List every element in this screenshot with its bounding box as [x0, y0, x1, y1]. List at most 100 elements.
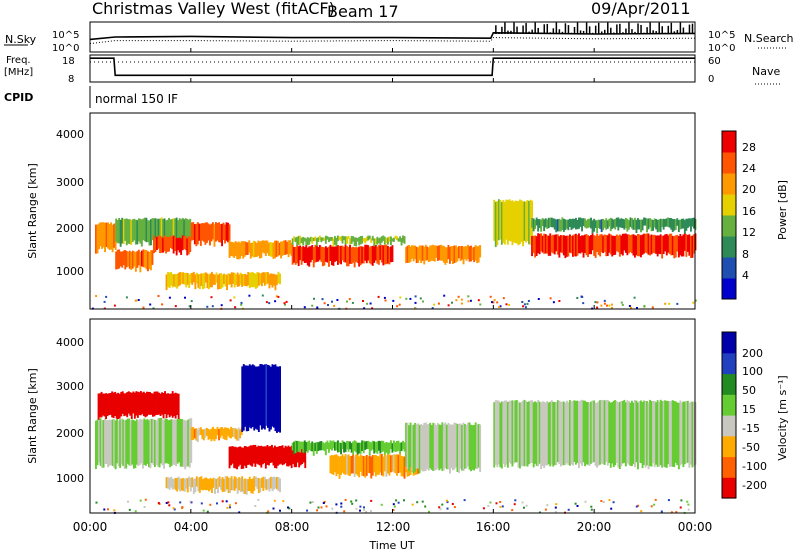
- heatmap-cell: [215, 222, 217, 242]
- heatmap-cell: [177, 220, 180, 246]
- heatmap-cell: [228, 240, 231, 258]
- heatmap-speck: [610, 507, 613, 510]
- heatmap-cell: [163, 218, 166, 245]
- heatmap-cell: [308, 440, 311, 451]
- heatmap-cell: [178, 218, 181, 245]
- heatmap-cell: [257, 478, 260, 494]
- heatmap-cell: [268, 446, 270, 466]
- heatmap-cell: [117, 392, 120, 419]
- heatmap-cell: [186, 478, 189, 493]
- heatmap-cell: [277, 366, 280, 432]
- heatmap-speck: [392, 299, 395, 302]
- heatmap-speck: [309, 501, 312, 504]
- heatmap-cell: [196, 222, 199, 245]
- heatmap-cell: [180, 478, 183, 491]
- heatmap-cell: [380, 236, 383, 243]
- heatmap-cell: [156, 236, 158, 250]
- nave-label: Nave: [752, 65, 780, 78]
- heatmap-cell: [255, 243, 258, 257]
- heatmap-cell: [452, 424, 454, 471]
- heatmap-cell: [391, 454, 394, 472]
- heatmap-cell: [218, 222, 220, 243]
- heatmap-speck: [105, 295, 108, 298]
- heatmap-cell: [167, 420, 170, 464]
- heatmap-cell: [377, 440, 380, 451]
- heatmap-cell: [130, 251, 133, 270]
- heatmap-cell: [135, 419, 138, 465]
- heatmap-cell: [334, 442, 336, 451]
- heatmap-cell: [311, 441, 314, 452]
- heatmap-cell: [438, 424, 441, 471]
- heatmap-cell: [641, 401, 644, 469]
- heatmap-cell: [649, 235, 651, 256]
- heatmap-cell: [146, 419, 149, 464]
- heatmap-cell: [623, 399, 626, 463]
- heatmap-cell: [599, 400, 602, 465]
- heatmap-cell: [605, 218, 608, 230]
- heatmap-cell: [221, 427, 223, 436]
- heatmap-cell: [402, 235, 404, 243]
- heatmap-speck: [460, 298, 463, 301]
- heatmap-cell: [631, 400, 633, 467]
- heatmap-cell: [231, 242, 234, 257]
- heatmap-cell: [157, 235, 160, 249]
- heatmap-cell: [365, 244, 368, 264]
- heatmap-speck: [323, 500, 326, 503]
- heatmap-cell: [269, 446, 272, 463]
- power-ytick-4000: 4000: [56, 128, 84, 141]
- heatmap-cell: [134, 252, 137, 272]
- heatmap-cell: [424, 244, 427, 261]
- heatmap-speck: [637, 504, 640, 507]
- heatmap-cell: [102, 393, 104, 416]
- heatmap-cell: [680, 236, 683, 257]
- heatmap-speck: [489, 501, 492, 504]
- heatmap-speck: [640, 510, 643, 513]
- heatmap-cell: [382, 245, 385, 266]
- heatmap-cell: [627, 234, 630, 254]
- heatmap-speck: [202, 509, 205, 512]
- heatmap-cell: [206, 273, 209, 289]
- heatmap-cell: [643, 217, 645, 226]
- heatmap-cell: [140, 419, 143, 464]
- heatmap-cell: [235, 274, 238, 285]
- heatmap-cell: [138, 418, 141, 465]
- heatmap-cell: [207, 223, 210, 241]
- heatmap-cell: [283, 240, 285, 255]
- heatmap-cell: [671, 219, 674, 233]
- heatmap-cell: [108, 224, 111, 250]
- heatmap-cell: [361, 440, 364, 451]
- heatmap-cell: [603, 220, 606, 228]
- heatmap-cell: [506, 402, 509, 468]
- heatmap-cell: [626, 234, 629, 256]
- heatmap-cell: [332, 455, 335, 475]
- heatmap-cell: [124, 218, 127, 241]
- heatmap-cell: [206, 427, 208, 436]
- heatmap-cell: [447, 422, 450, 470]
- heatmap-cell: [244, 365, 247, 427]
- heatmap-cell: [257, 366, 260, 432]
- heatmap-cell: [582, 235, 585, 258]
- heatmap-speck: [687, 508, 690, 511]
- colorbar-segment-0: [722, 278, 736, 300]
- heatmap-cell: [157, 218, 160, 245]
- heatmap-speck: [555, 503, 558, 506]
- heatmap-cell: [192, 222, 195, 240]
- heatmap-cell: [341, 454, 344, 473]
- heatmap-speck: [113, 509, 116, 512]
- heatmap-cell: [477, 245, 480, 263]
- velocity-ylabel: Slant Range [km]: [26, 368, 39, 464]
- heatmap-cell: [368, 247, 371, 264]
- heatmap-speck: [261, 294, 264, 297]
- heatmap-speck: [316, 509, 318, 512]
- heatmap-cell: [626, 400, 629, 464]
- heatmap-cell: [245, 479, 248, 495]
- colorbar-segment-7: [722, 131, 736, 153]
- heatmap-cell: [134, 420, 137, 469]
- heatmap-cell: [123, 393, 126, 417]
- heatmap-speck: [336, 299, 339, 301]
- colorbar-segment-2: [722, 435, 736, 458]
- heatmap-cell: [227, 477, 230, 494]
- heatmap-cell: [449, 247, 451, 264]
- heatmap-cell: [406, 422, 409, 470]
- heatmap-cell: [314, 244, 317, 263]
